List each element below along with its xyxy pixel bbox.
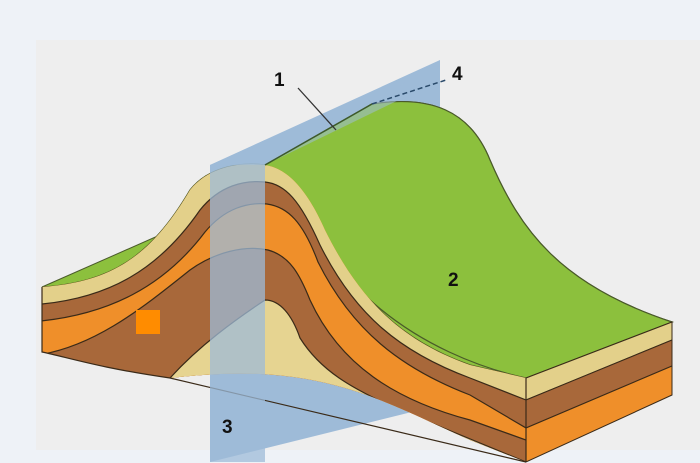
block-bottom-edge bbox=[41, 287, 527, 463]
axial-plane-front bbox=[210, 140, 265, 462]
label-4: 4 bbox=[452, 64, 463, 85]
label-2: 2 bbox=[448, 270, 459, 291]
hinge-line bbox=[264, 103, 373, 166]
label-1-leader bbox=[297, 87, 337, 131]
orange-marker bbox=[136, 310, 160, 334]
axis-line-dashed bbox=[371, 79, 447, 105]
label-3: 3 bbox=[222, 417, 233, 438]
label-1: 1 bbox=[274, 70, 285, 91]
